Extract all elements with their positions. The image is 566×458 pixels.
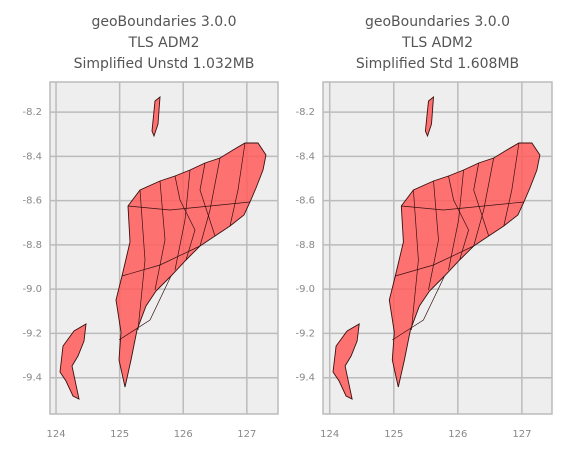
district-border (473, 162, 490, 237)
y-tick-label: -9.2 (22, 328, 42, 339)
x-tick-label: 126 (174, 429, 193, 440)
district-border (401, 201, 524, 211)
y-tick-label: -8.4 (22, 151, 42, 162)
x-tick-label: 124 (320, 429, 339, 440)
region (59, 323, 87, 400)
y-tick-label: -9.4 (295, 373, 315, 384)
district-border (127, 201, 251, 211)
district-border (174, 169, 191, 271)
chart-title: Simplified Unstd 1.032MB (74, 56, 255, 72)
chart-title: geoBoundaries 3.0.0 (91, 14, 236, 30)
chart-title: Simplified Std 1.608MB (356, 56, 519, 72)
district-border (199, 162, 216, 237)
y-tick-label: -8.2 (295, 107, 315, 118)
district-border (154, 180, 166, 291)
y-tick-label: -8.2 (22, 107, 42, 118)
y-tick-label: -8.8 (295, 240, 315, 251)
district-border (392, 275, 445, 341)
district-border (118, 275, 172, 341)
y-tick-label: -9.4 (22, 373, 42, 384)
region (151, 96, 161, 138)
region (332, 323, 360, 400)
district-border (411, 189, 419, 331)
chart-title: TLS ADM2 (401, 35, 473, 51)
subplot: geoBoundaries 3.0.0 TLS ADM2 Simplified Un… (22, 14, 279, 440)
region (424, 96, 435, 138)
y-tick-label: -9.0 (295, 284, 315, 295)
x-tick-label: 127 (512, 429, 531, 440)
subplot: geoBoundaries 3.0.0 TLS ADM2 Simplified St… (295, 14, 553, 440)
y-tick-label: -8.6 (295, 196, 315, 207)
chart-title: TLS ADM2 (127, 35, 199, 51)
district-border (121, 245, 201, 277)
district-border (229, 142, 246, 227)
chart-title: geoBoundaries 3.0.0 (365, 14, 510, 30)
y-tick-label: -9.2 (295, 328, 315, 339)
district-border (428, 180, 439, 291)
y-tick-label: -9.0 (22, 284, 42, 295)
district-border (174, 175, 196, 261)
x-tick-label: 124 (46, 429, 65, 440)
y-tick-label: -8.8 (22, 240, 42, 251)
district-border (137, 189, 146, 331)
y-tick-label: -8.6 (22, 196, 42, 207)
x-tick-label: 127 (237, 429, 256, 440)
district-border (395, 245, 474, 277)
y-tick-label: -8.4 (295, 151, 315, 162)
district-border (448, 175, 469, 261)
district-border (503, 142, 520, 227)
x-tick-label: 126 (448, 429, 467, 440)
district-border (199, 157, 221, 247)
x-tick-label: 125 (384, 429, 403, 440)
x-tick-label: 125 (110, 429, 129, 440)
district-border (473, 157, 495, 247)
district-border (448, 169, 464, 271)
